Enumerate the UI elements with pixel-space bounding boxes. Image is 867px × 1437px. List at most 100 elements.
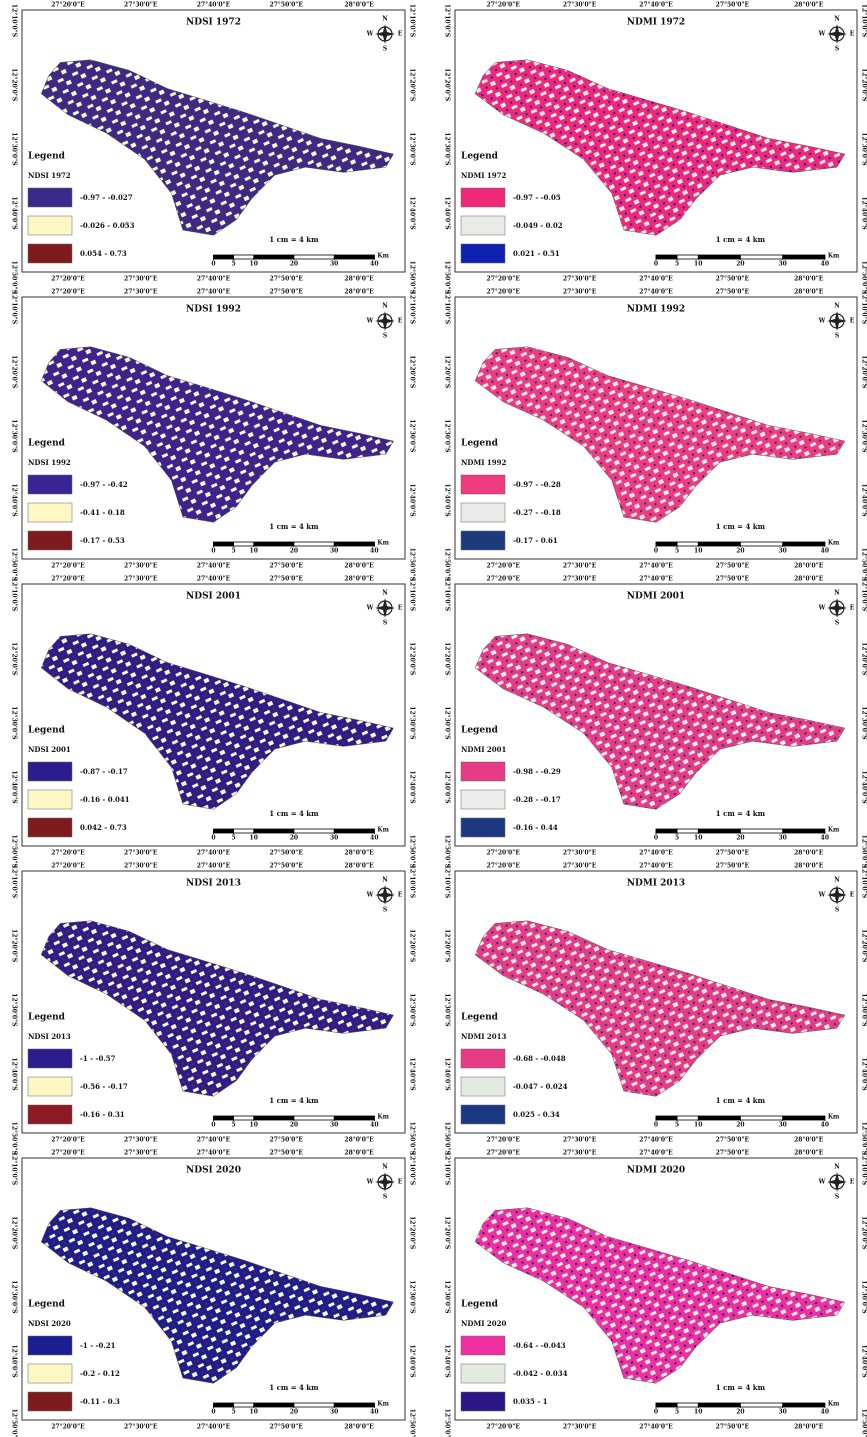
latitude-label: 12°40'0"S bbox=[861, 1344, 867, 1377]
scale-unit: Km bbox=[828, 540, 840, 547]
compass-letter: W bbox=[366, 31, 374, 38]
latitude-label: 12°30'0"S bbox=[409, 1280, 416, 1313]
latitude-label: 12°40'0"S bbox=[409, 770, 416, 803]
compass-letter: E bbox=[850, 892, 855, 899]
longitude-label: 27°30'0"E bbox=[124, 289, 158, 296]
compass-letter: S bbox=[835, 1194, 839, 1201]
scale-segment bbox=[254, 255, 294, 259]
scale-segment bbox=[214, 255, 234, 259]
scale-segment bbox=[334, 1403, 374, 1407]
latitude-label: 12°50'0"S bbox=[409, 548, 416, 581]
longitude-label: 27°40'0"E bbox=[639, 1137, 673, 1144]
latitude-label: 12°30'0"S bbox=[861, 993, 867, 1026]
legend-swatch bbox=[461, 216, 505, 235]
longitude-label: 28°0'0"E bbox=[344, 1137, 374, 1144]
latitude-label: 12°10'0"S bbox=[409, 291, 416, 324]
compass-letter: W bbox=[818, 318, 826, 325]
scale-label: 40 bbox=[821, 1122, 829, 1129]
legend-swatch bbox=[461, 1364, 505, 1383]
scale-label: 10 bbox=[250, 261, 258, 268]
legend-label: -1 - -0.21 bbox=[80, 1341, 116, 1350]
longitude-label: 27°50'0"E bbox=[270, 2, 304, 9]
legend-label: 0.021 - 0.51 bbox=[513, 249, 560, 258]
scale-label: 10 bbox=[250, 1122, 258, 1129]
longitude-label: 27°30'0"E bbox=[124, 576, 158, 583]
scale-label: 10 bbox=[694, 548, 702, 555]
map-title: NDSI 1992 bbox=[186, 305, 241, 315]
compass-letter: N bbox=[834, 303, 840, 310]
longitude-label: 27°40'0"E bbox=[197, 563, 231, 570]
map-panel: NDSI 197227°20'0"E27°20'0"E27°30'0"E27°3… bbox=[11, 2, 416, 294]
latitude-label: 12°10'0"S bbox=[11, 4, 18, 37]
latitude-label: 12°40'0"S bbox=[861, 483, 867, 516]
latitude-label: 12°20'0"S bbox=[861, 929, 867, 962]
map-title: NDSI 1972 bbox=[186, 18, 241, 28]
latitude-label: 12°10'0"S bbox=[11, 1152, 18, 1185]
legend-label: -0.97 - -0.05 bbox=[513, 193, 561, 202]
compass-letter: N bbox=[382, 16, 388, 23]
legend-label: -0.28 - -0.17 bbox=[513, 795, 561, 804]
legend-swatch bbox=[461, 531, 505, 550]
legend-swatch bbox=[28, 1336, 72, 1355]
longitude-label: 28°0'0"E bbox=[344, 2, 374, 9]
legend-swatch bbox=[461, 1336, 505, 1355]
longitude-label: 27°50'0"E bbox=[716, 576, 750, 583]
scale-label: 0 bbox=[211, 261, 215, 268]
compass-letter: E bbox=[398, 892, 403, 899]
longitude-label: 27°50'0"E bbox=[270, 289, 304, 296]
longitude-label: 27°40'0"E bbox=[197, 863, 231, 870]
legend-label: -0.026 - 0.053 bbox=[80, 221, 135, 230]
legend-label: -0.27 - -0.18 bbox=[513, 508, 561, 517]
longitude-label: 28°0'0"E bbox=[344, 576, 374, 583]
latitude-label: 12°30'0"S bbox=[409, 706, 416, 739]
scale-label: 0 bbox=[654, 1122, 658, 1129]
longitude-label: 27°20'0"E bbox=[487, 2, 521, 9]
longitude-label: 27°50'0"E bbox=[270, 1137, 304, 1144]
legend-label: -0.64 - -0.043 bbox=[513, 1341, 566, 1350]
longitude-label: 27°20'0"E bbox=[51, 1424, 85, 1431]
latitude-label: 12°10'0"S bbox=[861, 291, 867, 324]
longitude-label: 28°0'0"E bbox=[344, 1424, 374, 1431]
latitude-label: 12°50'0"S bbox=[861, 548, 867, 581]
legend-label: -0.042 - 0.034 bbox=[513, 1369, 568, 1378]
map-panel: NDMI 197227°20'0"E27°20'0"E27°30'0"E27°3… bbox=[444, 2, 867, 294]
latitude-label: 12°50'0"S bbox=[409, 1122, 416, 1155]
scale-label: 20 bbox=[736, 835, 744, 842]
latitude-label: 12°40'0"S bbox=[444, 770, 451, 803]
scale-segment bbox=[334, 255, 374, 259]
longitude-label: 27°50'0"E bbox=[716, 1424, 750, 1431]
longitude-label: 28°0'0"E bbox=[344, 289, 374, 296]
scale-segment bbox=[214, 1403, 234, 1407]
latitude-label: 12°10'0"S bbox=[409, 1152, 416, 1185]
scale-label: 30 bbox=[778, 1409, 786, 1416]
legend-label: -0.68 - -0.048 bbox=[513, 1054, 566, 1063]
latitude-label: 12°10'0"S bbox=[444, 578, 451, 611]
scale-segment bbox=[656, 829, 677, 833]
latitude-label: 12°40'0"S bbox=[409, 1057, 416, 1090]
longitude-label: 27°20'0"E bbox=[487, 576, 521, 583]
scale-unit: Km bbox=[377, 1114, 389, 1121]
longitude-label: 28°0'0"E bbox=[794, 1150, 824, 1157]
compass-letter: S bbox=[383, 907, 387, 914]
latitude-label: 12°20'0"S bbox=[11, 1216, 18, 1249]
scale-text: 1 cm = 4 km bbox=[269, 1383, 319, 1392]
latitude-label: 12°20'0"S bbox=[409, 68, 416, 101]
latitude-label: 12°50'0"S bbox=[11, 548, 18, 581]
latitude-label: 12°20'0"S bbox=[444, 355, 451, 388]
scale-label: 30 bbox=[330, 261, 338, 268]
latitude-label: 12°30'0"S bbox=[11, 993, 18, 1026]
longitude-label: 27°30'0"E bbox=[563, 289, 597, 296]
legend-heading: Legend bbox=[28, 1300, 66, 1310]
latitude-label: 12°50'0"S bbox=[444, 835, 451, 868]
map-panel: NDMI 199227°20'0"E27°20'0"E27°30'0"E27°3… bbox=[444, 289, 867, 581]
legend-swatch bbox=[28, 818, 72, 837]
longitude-label: 27°20'0"E bbox=[51, 2, 85, 9]
longitude-label: 27°40'0"E bbox=[639, 563, 673, 570]
latitude-label: 12°10'0"S bbox=[11, 578, 18, 611]
legend-swatch bbox=[28, 475, 72, 494]
scale-segment bbox=[254, 1403, 294, 1407]
longitude-label: 28°0'0"E bbox=[794, 2, 824, 9]
map-title: NDSI 2020 bbox=[186, 1166, 241, 1176]
legend-heading: Legend bbox=[28, 726, 66, 736]
latitude-label: 12°50'0"S bbox=[444, 1409, 451, 1437]
